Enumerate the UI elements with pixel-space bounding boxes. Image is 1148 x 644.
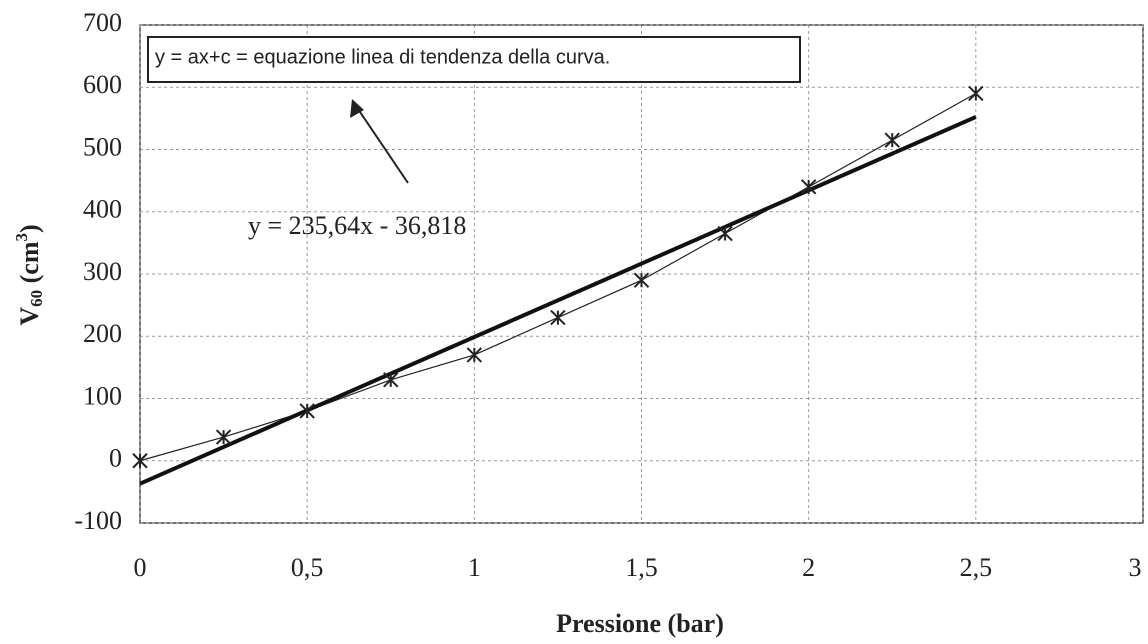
marker bbox=[550, 309, 566, 326]
y-label-sup: 3 bbox=[12, 233, 31, 242]
marker bbox=[968, 85, 984, 102]
marker bbox=[299, 403, 315, 419]
marker bbox=[132, 453, 148, 469]
x-tick-label: 0,5 bbox=[291, 553, 324, 582]
y-label-main: V bbox=[15, 307, 44, 326]
y-label-end: ) bbox=[15, 224, 44, 233]
marker bbox=[633, 272, 650, 288]
y-axis-label: V60 (cm3) bbox=[12, 224, 46, 325]
annotation-box bbox=[147, 36, 801, 83]
y-tick-label: 0 bbox=[109, 444, 122, 473]
data-line bbox=[139, 92, 977, 462]
marker bbox=[383, 372, 399, 388]
y-tick-label: 100 bbox=[83, 381, 122, 410]
y-tick-label: -100 bbox=[74, 506, 122, 535]
y-tick-label: 700 bbox=[83, 8, 122, 37]
arrow-head bbox=[350, 99, 364, 118]
y-tick-label: 200 bbox=[83, 319, 122, 348]
y-label-sub: 60 bbox=[27, 290, 46, 307]
marker bbox=[800, 179, 817, 195]
arrow bbox=[355, 105, 409, 184]
x-axis-label: Pressione (bar) bbox=[556, 609, 724, 638]
y-tick-label: 300 bbox=[83, 257, 122, 286]
x-tick-label: 3 bbox=[1129, 553, 1142, 582]
x-tick-label: 0 bbox=[134, 553, 147, 582]
trendline bbox=[139, 115, 977, 486]
x-tick-label: 1 bbox=[468, 553, 481, 582]
x-tick-label: 2 bbox=[802, 553, 815, 582]
y-tick-label: 600 bbox=[83, 70, 122, 99]
trendline-label: y = 235,64x - 36,818 bbox=[248, 211, 466, 240]
x-tick-label: 1,5 bbox=[625, 553, 658, 582]
y-label-rest: (cm bbox=[15, 241, 44, 290]
y-tick-label: 500 bbox=[83, 132, 122, 161]
marker bbox=[717, 225, 733, 242]
marker bbox=[466, 347, 483, 363]
marker bbox=[884, 132, 900, 148]
x-tick-label: 2,5 bbox=[960, 553, 993, 582]
annotation: y = ax+c = equazione linea di tendenza d… bbox=[155, 46, 610, 68]
y-tick-label: 400 bbox=[83, 195, 122, 224]
plot-layer: -100 0 100 200 300 400 500 600 700 0 0,5 1 1,5 2 2,5 3 bbox=[74, 8, 1144, 582]
marker bbox=[215, 429, 232, 445]
